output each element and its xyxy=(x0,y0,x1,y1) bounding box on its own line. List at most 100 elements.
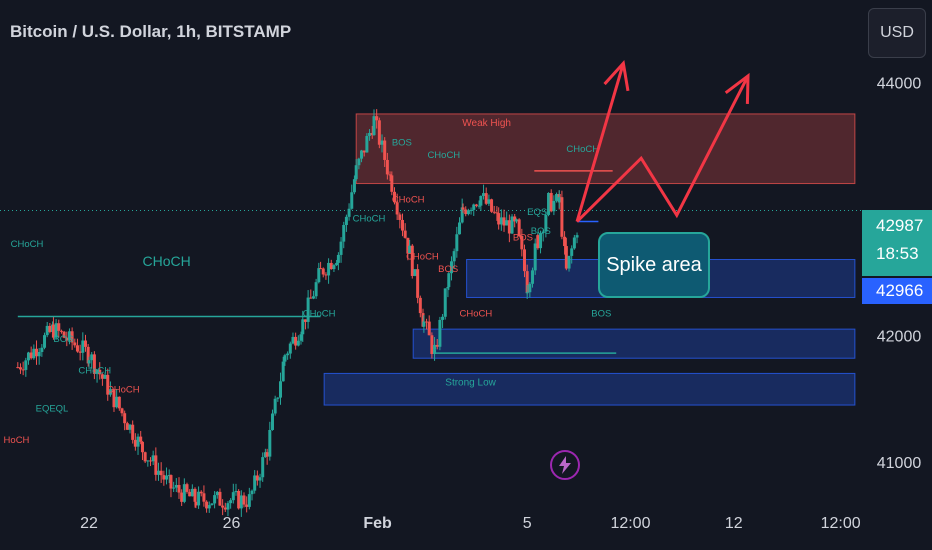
candle-body xyxy=(48,325,52,332)
candle-body xyxy=(492,211,496,213)
candle-body xyxy=(279,381,283,398)
candle-body xyxy=(172,487,176,489)
candle-body xyxy=(408,245,412,254)
lightning-bolt-icon[interactable] xyxy=(550,450,580,480)
candle-body xyxy=(350,192,354,209)
candle-body xyxy=(460,207,464,223)
candle-body xyxy=(229,500,233,504)
candle-body xyxy=(81,340,85,353)
x-tick-label: 12:00 xyxy=(610,515,650,532)
zones-layer: Weak High Strong Low xyxy=(323,113,856,406)
candle-body xyxy=(167,475,171,477)
candle-body xyxy=(193,488,197,502)
candle-body xyxy=(321,268,325,275)
candle-body xyxy=(497,213,501,225)
candle-body xyxy=(401,219,405,231)
structure-label: CHoCH xyxy=(427,150,460,161)
candle-body xyxy=(413,269,417,276)
candle-body xyxy=(435,344,439,347)
line-price-tag: 42966 xyxy=(862,278,932,304)
candle-body xyxy=(306,297,310,322)
candle-body xyxy=(418,297,422,314)
candle-body xyxy=(336,254,340,263)
structure-label: CHoCH xyxy=(303,308,336,319)
candle-body xyxy=(57,323,61,331)
candle-body xyxy=(339,241,343,255)
candle-body xyxy=(547,192,551,195)
candle-body xyxy=(276,397,280,399)
candle-body xyxy=(502,217,506,226)
candle-body xyxy=(188,491,192,497)
candle-body xyxy=(390,175,394,192)
candle-body xyxy=(541,231,545,234)
candle-body xyxy=(575,235,579,238)
candle-body xyxy=(416,269,420,298)
candle-body xyxy=(319,268,323,270)
candle-body xyxy=(447,273,451,287)
zone-label: Strong Low xyxy=(445,377,496,388)
candle-body xyxy=(103,374,107,379)
candle-body xyxy=(452,251,456,262)
candle-body xyxy=(430,335,434,355)
candle-body xyxy=(344,216,348,225)
candle-body xyxy=(199,491,203,494)
candle-body xyxy=(65,337,69,341)
candle-body xyxy=(59,330,63,332)
candle-body xyxy=(247,494,251,507)
candle-body xyxy=(360,150,364,159)
candle-body xyxy=(365,135,369,153)
candle-body xyxy=(37,351,41,357)
candle-body xyxy=(469,209,473,211)
x-tick-label: 12:00 xyxy=(821,515,861,532)
candle-body xyxy=(258,477,262,481)
candle-body xyxy=(392,191,396,203)
candle-body xyxy=(352,179,356,193)
candle-body xyxy=(372,116,376,136)
candle-body xyxy=(207,505,211,509)
candle-body xyxy=(455,234,459,252)
candle-body xyxy=(505,220,509,226)
structure-label: EQS xyxy=(527,207,547,218)
candle-body xyxy=(564,246,568,269)
candle-body xyxy=(26,352,30,361)
candle-body xyxy=(95,369,99,374)
candle-body xyxy=(395,202,399,215)
candle-body xyxy=(245,504,249,507)
candle-body xyxy=(531,270,535,284)
candle-body xyxy=(474,204,478,206)
candle-body xyxy=(78,351,82,353)
candle-body xyxy=(70,331,74,343)
currency-button[interactable]: USD xyxy=(868,8,926,58)
candle-body xyxy=(165,475,169,480)
candle-body xyxy=(294,336,298,346)
candle-body xyxy=(133,439,137,447)
candle-body xyxy=(572,237,576,249)
candle-body xyxy=(45,325,49,336)
candle-body xyxy=(536,235,540,249)
candle-body xyxy=(301,319,305,335)
candle-body xyxy=(357,158,361,166)
candle-body xyxy=(495,212,499,214)
candle-body xyxy=(425,321,429,323)
candle-body xyxy=(291,336,295,344)
candle-body xyxy=(398,214,402,220)
candle-body xyxy=(92,354,96,374)
zone-demand-3 xyxy=(323,372,856,406)
candle-body xyxy=(128,424,132,430)
candle-body xyxy=(533,243,537,271)
candle-body xyxy=(242,495,246,505)
candle-body xyxy=(499,217,503,225)
candle-body xyxy=(528,283,532,293)
structure-label: BOS xyxy=(53,334,73,345)
candle-body xyxy=(362,150,366,153)
candle-body xyxy=(347,208,351,217)
candle-body xyxy=(482,193,486,196)
candle-body xyxy=(299,334,303,341)
candle-body xyxy=(221,505,225,508)
candle-body xyxy=(123,413,127,424)
candle-body xyxy=(555,194,559,201)
candle-body xyxy=(403,230,407,238)
x-tick-label: 5 xyxy=(523,515,532,532)
candle-body xyxy=(517,219,521,237)
